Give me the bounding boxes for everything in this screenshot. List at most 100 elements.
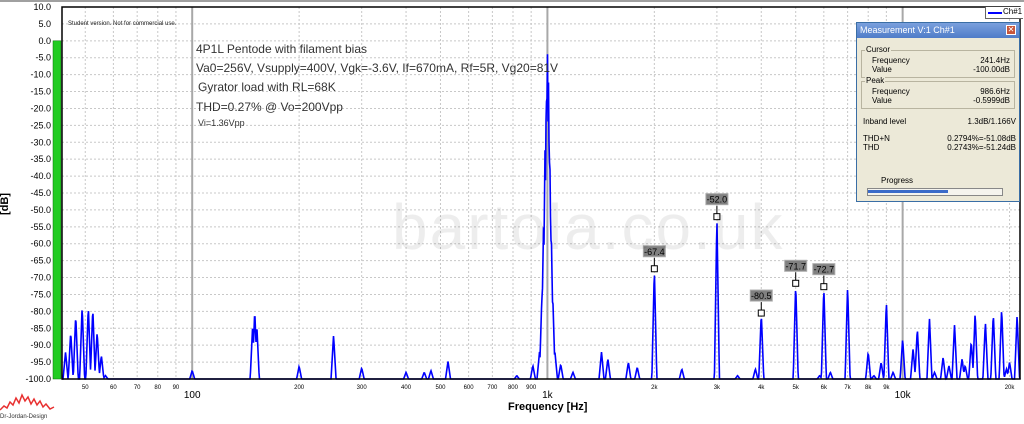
- x-tick-label: 600: [464, 385, 475, 391]
- logo-text: Dr-Jordan-Design: [0, 414, 48, 420]
- peak-label-box: [705, 193, 729, 206]
- x-tick-label: 4k: [758, 385, 765, 391]
- level-meter: [52, 40, 62, 380]
- peak-marker: [792, 279, 800, 287]
- x-major-tick-label: 10k: [895, 390, 912, 401]
- y-tick-label: -95.0: [30, 357, 51, 367]
- y-axis-label: [dB]: [0, 193, 11, 215]
- x-tick-label: 50: [82, 385, 89, 391]
- y-tick-label: -45.0: [30, 188, 51, 198]
- y-tick-label: -75.0: [30, 289, 51, 299]
- x-tick-label: 90: [173, 385, 180, 391]
- close-icon[interactable]: ✕: [1006, 25, 1016, 35]
- y-tick-label: -65.0: [30, 256, 51, 266]
- thdn-label: THD+N: [863, 134, 890, 143]
- annotation-vi: Vi=1.36Vpp: [198, 118, 245, 128]
- x-tick-label: 400: [401, 385, 412, 391]
- peak-label-box: [784, 259, 808, 272]
- x-tick-label: 900: [526, 385, 537, 391]
- x-tick-label: 3k: [714, 385, 721, 391]
- measurement-title: Measurement V:1 Ch#1: [860, 25, 955, 35]
- peak-label: -71.7: [785, 261, 806, 271]
- x-tick-label: 9k: [883, 385, 890, 391]
- x-tick-label: 70: [134, 385, 141, 391]
- peak-label-box: [749, 289, 773, 302]
- y-tick-label: -35.0: [30, 154, 51, 164]
- progress-label: Progress: [881, 176, 914, 185]
- y-tick-label: -70.0: [30, 273, 51, 283]
- y-tick-label: -80.0: [30, 306, 51, 316]
- cursor-value-label: Value: [872, 65, 892, 74]
- y-tick-label: -25.0: [30, 120, 51, 130]
- peak-frequency-label: Frequency: [872, 87, 910, 96]
- y-tick-label: 0.0: [38, 36, 51, 46]
- peak-value-label: Value: [872, 96, 892, 105]
- peak-value: -0.5999dB: [973, 96, 1010, 105]
- peak-label: -67.4: [644, 247, 665, 257]
- legend[interactable]: Ch#1: [985, 7, 1023, 19]
- y-tick-label: 5.0: [38, 19, 51, 29]
- measurement-title-bar[interactable]: Measurement V:1 Ch#1 ✕: [857, 23, 1019, 38]
- x-tick-label: 80: [154, 385, 161, 391]
- peak-frequency-value: 986.6Hz: [980, 87, 1010, 96]
- x-tick-label: 200: [294, 385, 305, 391]
- x-tick-label: 5k: [793, 385, 800, 391]
- progress-bar-fill: [868, 190, 949, 193]
- cursor-value: -100.00dB: [973, 65, 1010, 74]
- x-tick-label: 300: [357, 385, 368, 391]
- x-tick-label: 800: [508, 385, 519, 391]
- peak-marker: [713, 213, 721, 221]
- thd-value: 0.2743%=-51.24dB: [947, 143, 1016, 152]
- x-tick-label: 8k: [865, 385, 872, 391]
- window-top-border: [0, 0, 1024, 2]
- inband-label: Inband level: [863, 117, 907, 126]
- peak-label: -52.0: [707, 195, 728, 205]
- legend-label: Ch#1: [1003, 7, 1023, 16]
- thd-label: THD: [863, 143, 880, 152]
- peak-group-label: Peak: [865, 76, 886, 85]
- annotation-load: Gyrator load with RL=68K: [198, 80, 336, 94]
- annotation-title: 4P1L Pentode with filament bias: [196, 42, 367, 56]
- y-tick-label: -30.0: [30, 137, 51, 147]
- y-tick-label: -85.0: [30, 323, 51, 333]
- thdn-value: 0.2794%=-51.08dB: [947, 134, 1016, 143]
- y-tick-label: -10.0: [30, 70, 51, 80]
- student-notice: Student version. Not for commercial use.: [68, 21, 177, 27]
- peak-marker: [757, 309, 765, 317]
- peak-marker: [820, 283, 828, 291]
- x-tick-label: 60: [110, 385, 117, 391]
- peak-group: Peak Frequency 986.6Hz Value -0.5999dB: [861, 76, 1015, 109]
- x-major-tick-label: 1k: [542, 390, 554, 401]
- legend-line-swatch: [988, 12, 1002, 14]
- peak-marker: [650, 265, 658, 273]
- y-tick-label: -5.0: [35, 53, 51, 63]
- y-tick-label: -100.0: [25, 374, 51, 384]
- x-tick-label: 2k: [651, 385, 658, 391]
- logo-waveform-icon: [0, 393, 55, 411]
- annotation-thd: THD=0.27% @ Vo=200Vpp: [196, 100, 343, 114]
- peak-label: -80.5: [751, 291, 772, 301]
- y-tick-label: -90.0: [30, 340, 51, 350]
- x-tick-label: 20k: [1005, 385, 1016, 391]
- measurement-window[interactable]: Measurement V:1 Ch#1 ✕ Cursor Frequency 2…: [856, 22, 1020, 202]
- cursor-frequency-label: Frequency: [872, 56, 910, 65]
- inband-value: 1.3dB/1.166V: [967, 117, 1016, 126]
- annotation-params: Va0=256V, Vsupply=400V, Vgk=-3.6V, If=67…: [196, 61, 559, 75]
- y-tick-label: -40.0: [30, 171, 51, 181]
- y-tick-label: 10.0: [33, 2, 51, 12]
- cursor-frequency-value: 241.4Hz: [980, 56, 1010, 65]
- x-axis-label: Frequency [Hz]: [508, 401, 588, 413]
- y-tick-label: -50.0: [30, 205, 51, 215]
- cursor-group: Cursor Frequency 241.4Hz Value -100.00dB: [861, 45, 1015, 78]
- x-tick-label: 700: [487, 385, 498, 391]
- y-tick-label: -15.0: [30, 87, 51, 97]
- y-tick-label: -55.0: [30, 222, 51, 232]
- y-tick-label: -20.0: [30, 103, 51, 113]
- plot-frame: [61, 6, 1021, 380]
- progress-bar: [867, 188, 1003, 196]
- dr-jordan-design-logo: Dr-Jordan-Design: [0, 392, 56, 424]
- peak-label-box: [812, 263, 836, 276]
- watermark: bartola.co.uk: [392, 191, 785, 263]
- x-tick-label: 6k: [821, 385, 828, 391]
- cursor-group-label: Cursor: [865, 45, 892, 54]
